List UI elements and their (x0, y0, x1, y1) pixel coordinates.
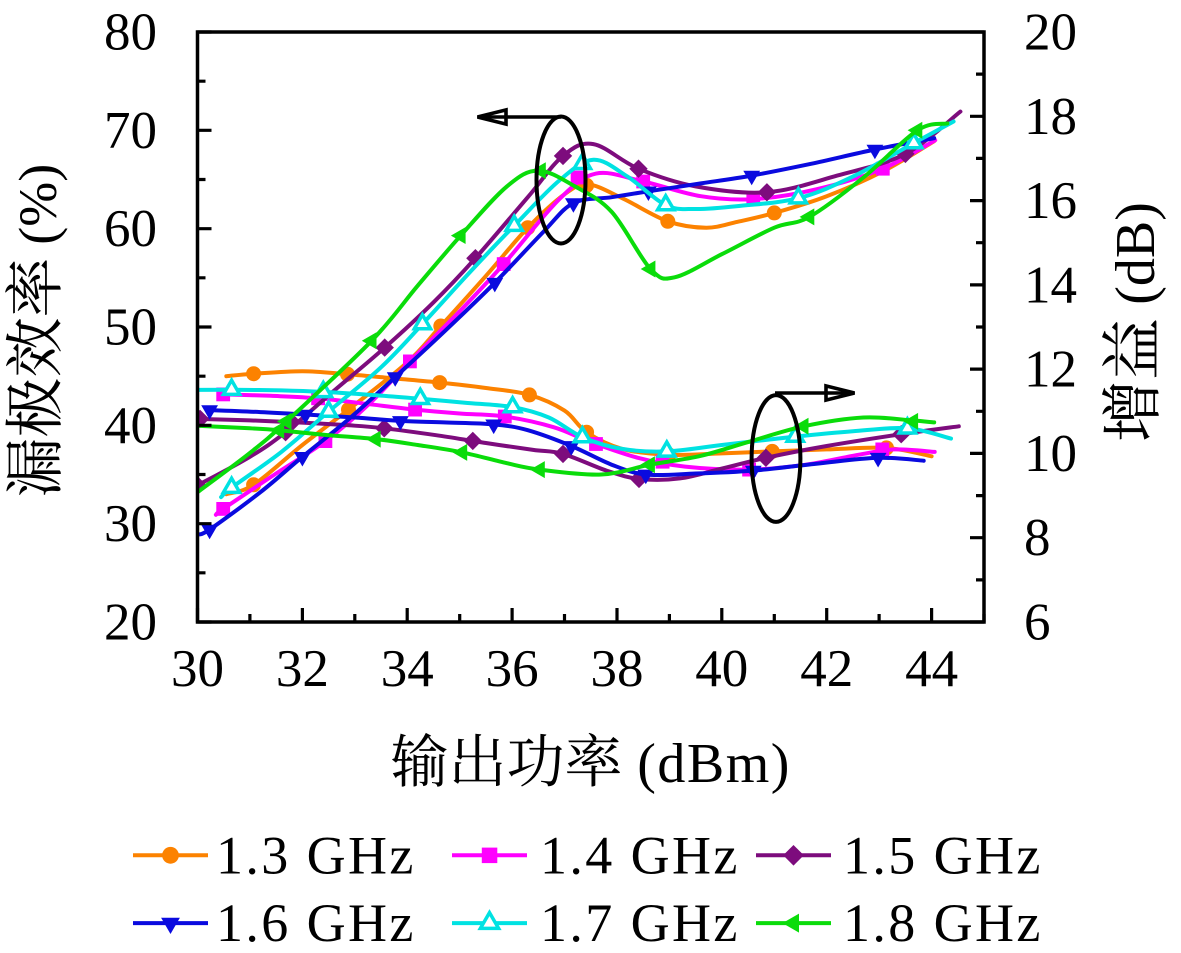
svg-text:10: 10 (1024, 425, 1077, 483)
svg-text:1.3 GHz: 1.3 GHz (216, 825, 416, 885)
svg-text:8: 8 (1024, 509, 1051, 567)
svg-text:1.7 GHz: 1.7 GHz (540, 893, 740, 953)
svg-text:80: 80 (104, 4, 157, 62)
svg-text:60: 60 (104, 200, 157, 258)
svg-text:(%): (%) (8, 164, 68, 256)
svg-text:18: 18 (1024, 88, 1077, 146)
svg-text:20: 20 (104, 594, 157, 652)
svg-text:1.6 GHz: 1.6 GHz (216, 893, 416, 953)
svg-text:50: 50 (104, 299, 157, 357)
svg-text:38: 38 (591, 640, 644, 698)
svg-text:42: 42 (800, 640, 853, 698)
svg-text:70: 70 (104, 102, 157, 160)
svg-text:(dB): (dB) (1105, 202, 1167, 316)
svg-text:40: 40 (695, 640, 748, 698)
svg-text:30: 30 (104, 495, 157, 553)
svg-text:44: 44 (905, 640, 958, 698)
svg-text:12: 12 (1024, 341, 1077, 399)
svg-text:1.5 GHz: 1.5 GHz (843, 825, 1043, 885)
svg-text:6: 6 (1024, 594, 1051, 652)
svg-text:32: 32 (276, 640, 329, 698)
svg-text:40: 40 (104, 397, 157, 455)
svg-text:16: 16 (1024, 172, 1077, 230)
svg-text:36: 36 (486, 640, 539, 698)
svg-text:20: 20 (1024, 4, 1077, 62)
svg-text:34: 34 (381, 640, 434, 698)
svg-text:14: 14 (1024, 256, 1077, 314)
svg-text:1.4 GHz: 1.4 GHz (540, 825, 740, 885)
svg-text:1.8 GHz: 1.8 GHz (843, 893, 1043, 953)
svg-text:(dBm): (dBm) (625, 733, 791, 795)
svg-text:30: 30 (171, 640, 224, 698)
